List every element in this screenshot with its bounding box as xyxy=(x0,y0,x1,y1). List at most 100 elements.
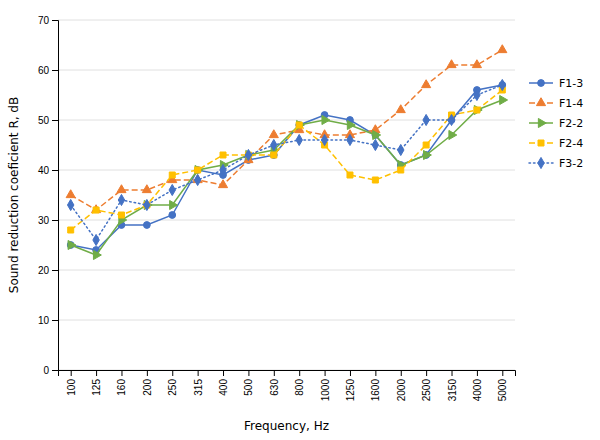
x-tick-label: 3150 xyxy=(447,379,458,402)
y-axis: 010203040506070 xyxy=(38,15,59,376)
x-tick-label: 400 xyxy=(218,379,229,396)
y-tick-mark xyxy=(52,320,58,321)
series-marker xyxy=(347,172,353,178)
x-tick: 2500 xyxy=(421,370,432,401)
series-marker xyxy=(296,122,303,129)
x-tick-mark xyxy=(147,370,148,376)
y-tick-mark xyxy=(52,370,58,371)
series-marker xyxy=(68,240,76,249)
series-marker xyxy=(245,149,251,160)
series-marker xyxy=(500,95,508,104)
y-tick-mark xyxy=(52,220,58,221)
x-tick-mark xyxy=(248,370,249,376)
legend-label: F2-4 xyxy=(559,137,583,150)
x-tick: 160 xyxy=(116,370,127,396)
x-axis: 1001251602002503154005006308001000125016… xyxy=(59,370,516,401)
series-marker xyxy=(170,200,178,209)
series-marker xyxy=(117,185,126,193)
x-tick: 1250 xyxy=(345,370,356,401)
grid-line xyxy=(58,170,515,171)
series-marker xyxy=(271,152,277,158)
series-marker xyxy=(93,207,99,213)
y-tick-label: 60 xyxy=(38,65,50,76)
x-tick: 125 xyxy=(91,370,102,396)
series-marker xyxy=(218,180,227,188)
series-marker xyxy=(270,152,277,159)
series-marker xyxy=(169,184,175,195)
series-line xyxy=(71,85,503,240)
series-marker xyxy=(142,185,151,193)
x-tick: 3150 xyxy=(447,370,458,401)
grid-line xyxy=(58,270,515,271)
series-marker xyxy=(93,250,101,259)
y-tick: 20 xyxy=(38,265,58,276)
x-tick: 800 xyxy=(294,370,305,396)
x-tick: 315 xyxy=(193,370,204,396)
x-tick-label: 500 xyxy=(243,379,254,396)
plot: 0102030405060701001251602002503154005006… xyxy=(7,15,583,433)
grid-line xyxy=(58,20,515,21)
y-tick: 50 xyxy=(38,115,58,126)
x-tick: 1000 xyxy=(320,370,331,401)
series-marker xyxy=(194,174,200,185)
series-marker xyxy=(118,194,124,205)
x-tick-mark xyxy=(426,370,427,376)
x-tick: 200 xyxy=(142,370,153,396)
legend-marker xyxy=(538,118,546,127)
x-tick-mark xyxy=(274,370,275,376)
series-line xyxy=(71,100,503,255)
x-tick-mark xyxy=(223,370,224,376)
series-marker xyxy=(347,134,353,145)
series-marker xyxy=(269,130,278,138)
x-tick: 100 xyxy=(66,370,77,396)
series xyxy=(68,87,506,233)
series-marker xyxy=(373,130,381,139)
x-tick-mark xyxy=(96,370,97,376)
y-axis-line xyxy=(52,21,59,371)
x-axis-line xyxy=(59,371,516,377)
series-marker xyxy=(296,134,302,145)
series-marker xyxy=(347,120,355,129)
series-marker xyxy=(422,80,431,88)
y-tick-label: 50 xyxy=(38,115,50,126)
series-marker xyxy=(396,105,405,113)
y-tick-mark xyxy=(52,170,58,171)
series-marker xyxy=(144,199,150,210)
x-tick: 500 xyxy=(243,370,254,396)
legend-marker xyxy=(538,157,544,168)
y-tick-mark xyxy=(52,120,58,121)
series xyxy=(67,79,505,245)
x-tick-label: 160 xyxy=(116,379,127,396)
series-marker xyxy=(423,142,429,148)
series-marker xyxy=(398,144,404,155)
legend-item: F3-2 xyxy=(529,157,583,170)
y-tick: 30 xyxy=(38,215,58,226)
series-marker xyxy=(474,105,482,114)
y-tick-label: 0 xyxy=(43,365,49,376)
series-marker xyxy=(449,130,457,139)
series-marker xyxy=(474,107,480,113)
series-marker xyxy=(423,114,429,125)
y-tick-mark xyxy=(52,20,58,21)
x-tick: 630 xyxy=(269,370,280,396)
series-marker xyxy=(296,122,302,128)
y-tick: 0 xyxy=(43,365,58,376)
y-axis-title: Sound reduction coeficient R, dB xyxy=(7,97,21,293)
series-marker xyxy=(169,212,176,219)
series-marker xyxy=(195,167,201,173)
x-tick: 4000 xyxy=(472,370,483,401)
series-marker xyxy=(372,177,378,183)
series-marker xyxy=(321,134,327,145)
legend-marker xyxy=(538,140,544,146)
series-marker xyxy=(271,139,277,150)
x-tick-mark xyxy=(325,370,326,376)
x-tick-label: 630 xyxy=(269,379,280,396)
legend-marker xyxy=(538,80,545,87)
series-marker xyxy=(220,152,226,158)
series-line xyxy=(71,90,503,230)
x-tick-mark xyxy=(71,370,72,376)
marks xyxy=(66,45,507,260)
x-tick-label: 200 xyxy=(142,379,153,396)
legend-marker xyxy=(536,98,545,106)
x-tick: 1600 xyxy=(370,370,381,401)
